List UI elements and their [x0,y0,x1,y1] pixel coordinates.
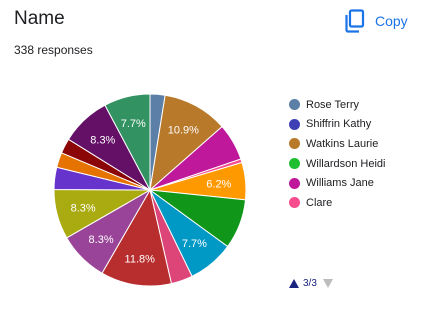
legend-label: Watkins Laurie [306,137,379,150]
pie-slice[interactable] [149,94,223,192]
legend-swatch [289,138,300,150]
chart-title: Name [14,8,65,29]
slice-label: 8.3% [89,234,114,246]
page-indicator: 3/3 [303,278,317,289]
legend-swatch [289,197,300,209]
slice-label: 10.9% [168,124,199,136]
copy-label: Copy [375,13,408,29]
legend-label: Rose Terry [306,98,359,111]
slice-label: 7.7% [121,118,146,130]
pie-slice[interactable] [101,188,173,287]
page-down-icon [322,279,333,288]
slice-label: 7.7% [182,238,207,250]
copy-button[interactable]: Copy [344,6,408,36]
legend: Rose Terry Shiffrin Kathy Watkins Laurie Wi… [289,95,385,213]
legend-label: Williams Jane [306,177,374,190]
slice-label: 6.2% [206,179,231,191]
response-count: 338 responses [14,43,93,57]
legend-swatch [289,177,300,189]
legend-item[interactable]: Clare [289,193,385,213]
pie-slice[interactable] [104,93,151,191]
slice-label: 8.3% [90,134,115,146]
legend-label: Clare [306,196,333,209]
legend-swatch [289,118,300,130]
legend-item[interactable]: Shiffrin Kathy [289,115,385,135]
page-up-icon[interactable] [289,279,299,288]
copy-icon [345,9,365,33]
legend-pager: 3/3 [289,278,333,289]
legend-swatch [289,99,300,111]
legend-item[interactable]: Williams Jane [289,173,385,193]
legend-item[interactable]: Willardson Heidi [289,154,385,174]
slice-label: 11.8% [125,253,156,265]
legend-item[interactable]: Watkins Laurie [289,134,385,154]
legend-swatch [289,158,300,170]
legend-label: Willardson Heidi [306,157,386,170]
legend-item[interactable]: Rose Terry [289,95,385,115]
legend-label: Shiffrin Kathy [306,118,372,131]
slice-label: 8.3% [71,203,96,215]
